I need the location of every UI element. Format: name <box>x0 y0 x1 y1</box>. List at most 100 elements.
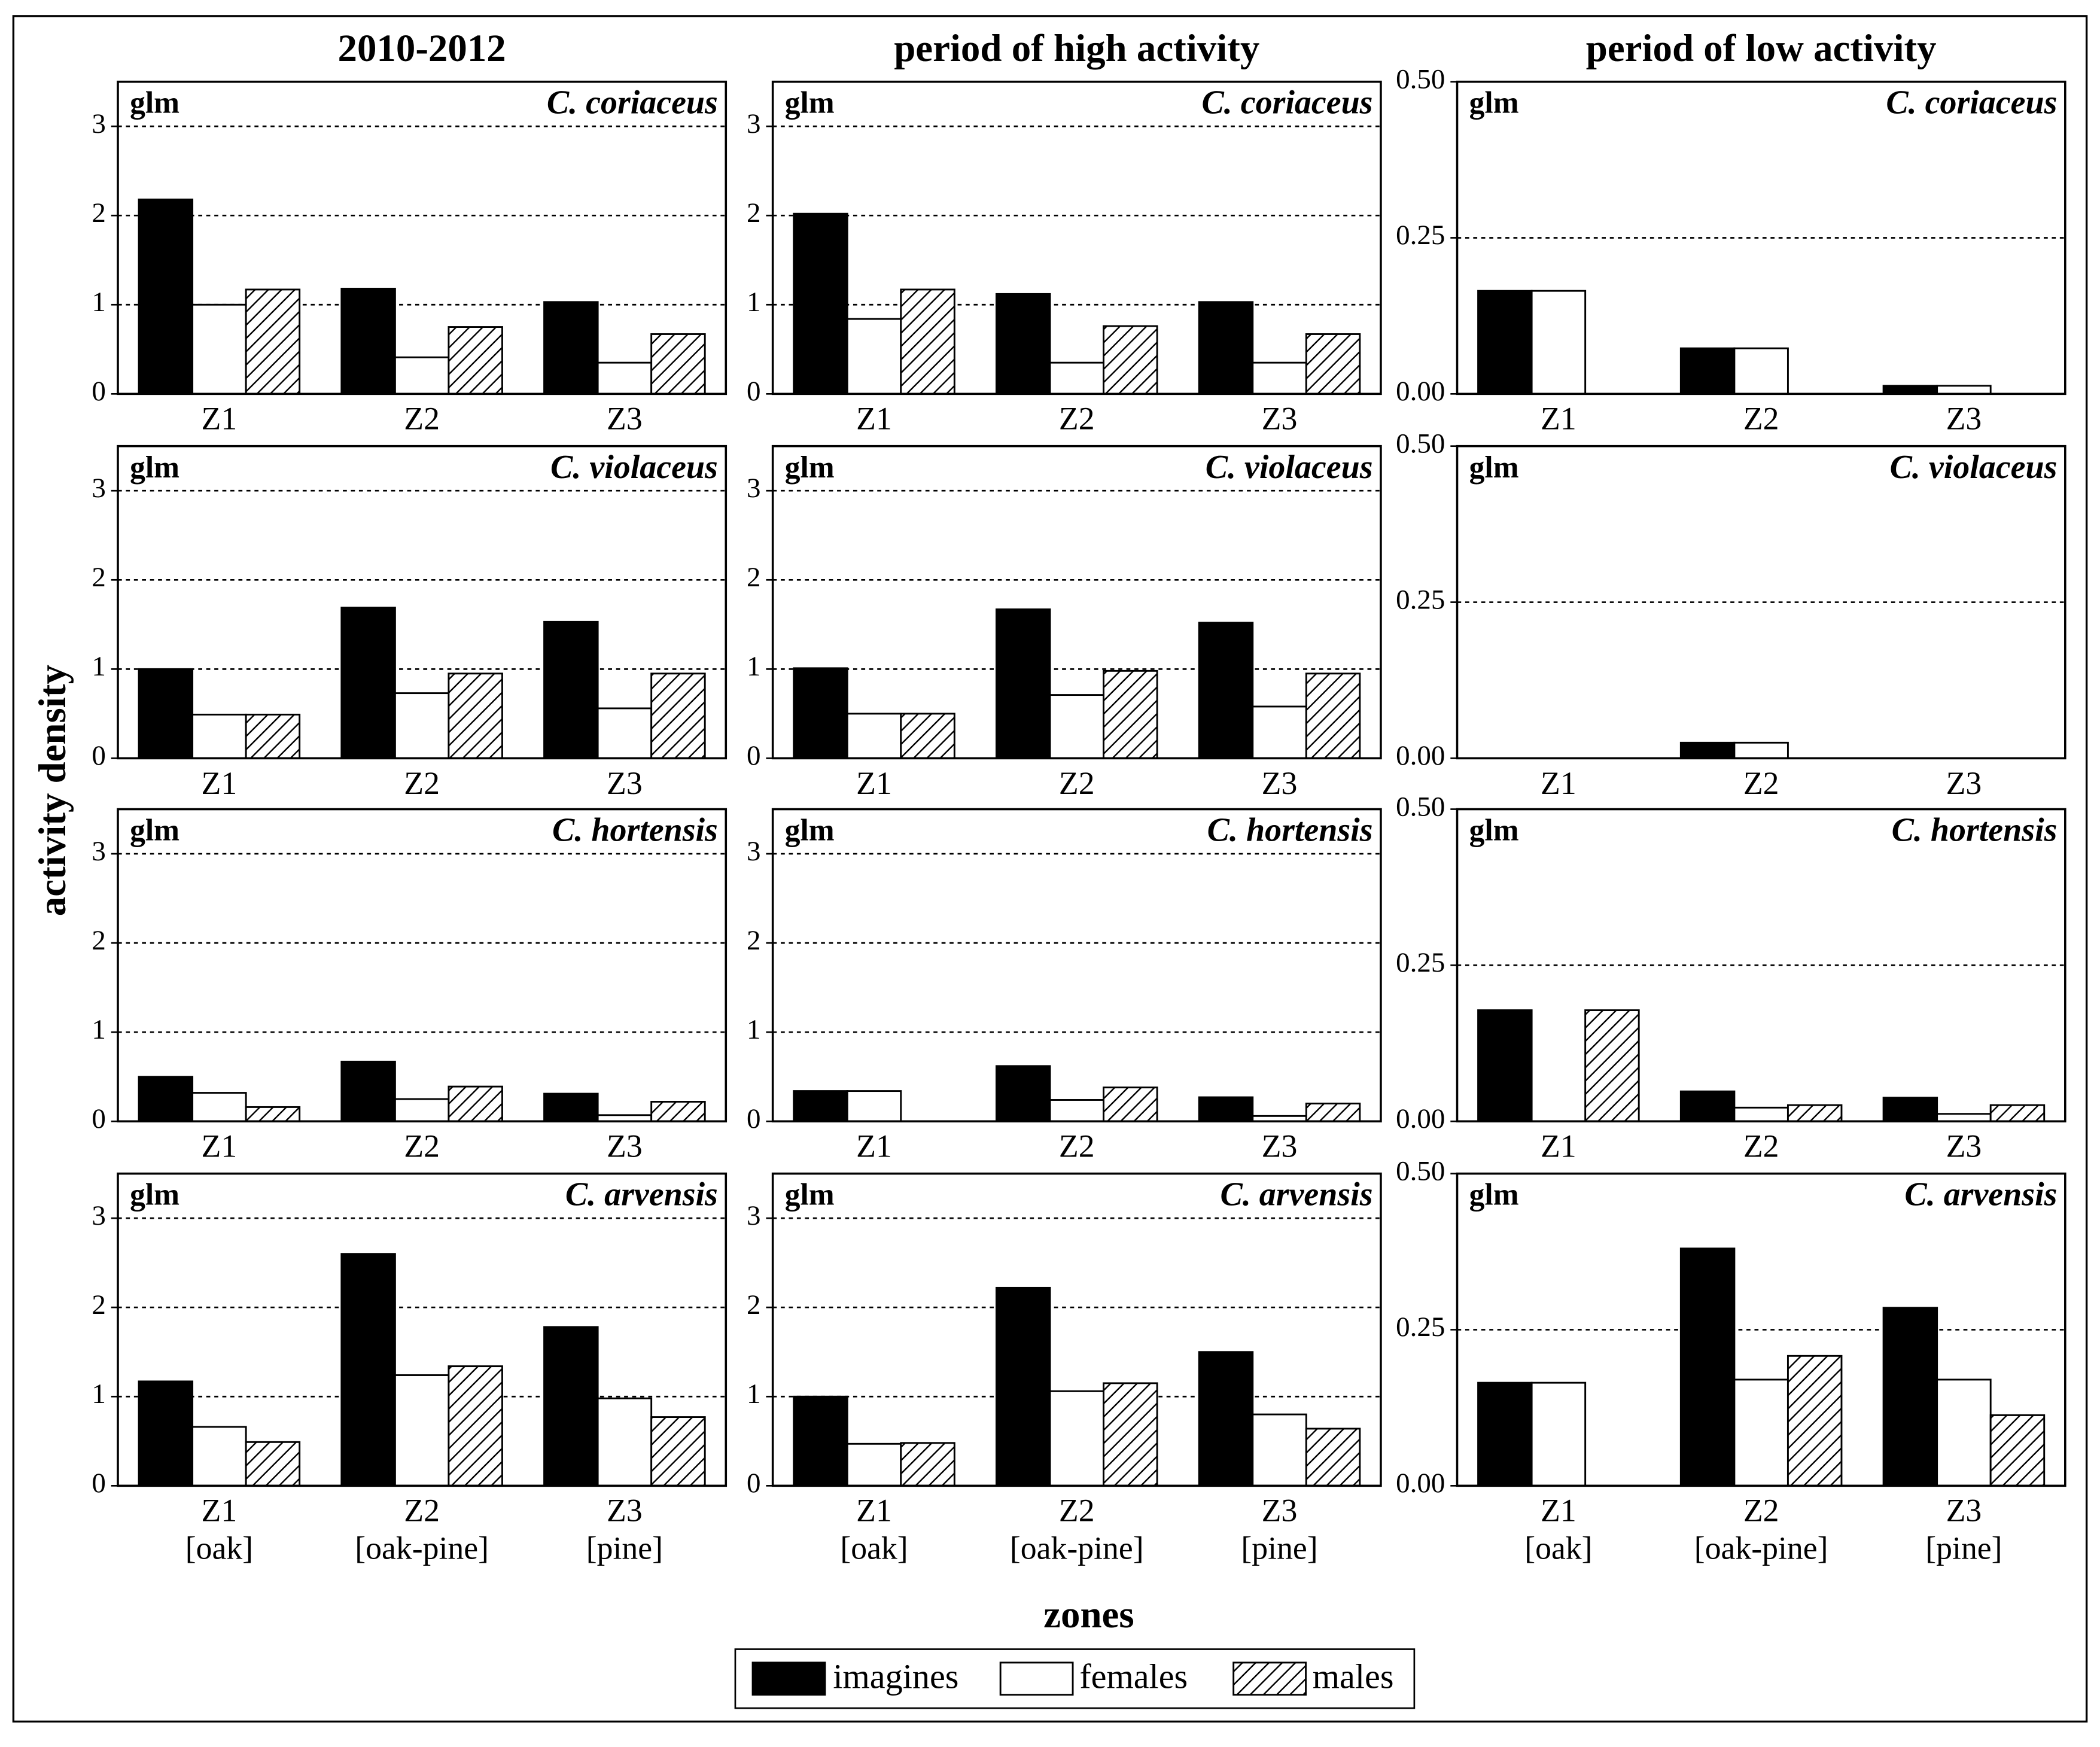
bar <box>138 668 194 759</box>
x-tick-sublabel: [oak-pine] <box>1694 1530 1828 1566</box>
x-tick-label: Z1 <box>202 1493 238 1529</box>
bar <box>448 672 503 759</box>
model-label: glm <box>1469 451 1519 485</box>
x-axis-title: zones <box>1043 1593 1134 1636</box>
x-tick-label: Z2 <box>1743 765 1779 801</box>
model-label: glm <box>1469 814 1519 848</box>
bar <box>846 318 902 395</box>
bar <box>1989 1104 2046 1122</box>
x-tick-label: Z3 <box>607 765 643 801</box>
bar <box>1049 694 1104 759</box>
x-tick-sublabel: [oak-pine] <box>1010 1530 1144 1566</box>
legend-label: males <box>1313 1657 1394 1696</box>
plot-frame <box>1456 808 2066 1123</box>
bar <box>846 713 902 759</box>
x-tick-sublabel: [pine] <box>586 1530 663 1566</box>
bar <box>793 212 848 395</box>
x-tick-label: Z2 <box>1059 765 1095 801</box>
plot-frame <box>117 445 728 760</box>
bar <box>1679 1247 1736 1487</box>
y-tick-label: 3 <box>747 836 760 867</box>
y-tick-label: 1 <box>747 287 760 318</box>
species-label: C. coriaceus <box>547 84 718 121</box>
y-tick-label: 1 <box>747 1378 760 1410</box>
x-tick-label: Z1 <box>1541 401 1576 437</box>
bar <box>340 1060 396 1122</box>
bar <box>996 1065 1051 1122</box>
species-label: C. violaceus <box>1890 449 2058 486</box>
y-tick-label: 0.25 <box>1396 584 1445 615</box>
species-label: C. hortensis <box>1892 812 2058 849</box>
y-tick-label: 1 <box>92 1014 105 1045</box>
model-label: glm <box>785 451 835 485</box>
y-tick-label: 0.00 <box>1396 1103 1445 1134</box>
bar <box>543 1092 599 1122</box>
y-tick-label: 2 <box>747 197 760 229</box>
x-tick-label: Z3 <box>1946 1493 1982 1529</box>
model-label: glm <box>1469 86 1519 120</box>
bar <box>394 692 450 759</box>
bar <box>1936 1113 1992 1122</box>
bar <box>996 293 1051 395</box>
x-tick-label: Z3 <box>1946 401 1982 437</box>
bar <box>996 1286 1051 1487</box>
bar <box>793 1090 848 1122</box>
x-tick-sublabel: [pine] <box>1241 1530 1317 1566</box>
x-tick-label: Z2 <box>404 765 440 801</box>
bar <box>1198 1351 1254 1487</box>
legend-label: females <box>1079 1657 1188 1696</box>
x-tick-label: Z2 <box>1743 1493 1779 1529</box>
species-label: C. hortensis <box>552 812 718 849</box>
bar <box>1049 1390 1104 1487</box>
y-tick-label: 2 <box>747 562 760 593</box>
model-label: glm <box>1469 1178 1519 1212</box>
plot-frame <box>771 808 1382 1123</box>
x-tick-label: Z1 <box>202 401 238 437</box>
plot-frame <box>1456 1172 2066 1487</box>
x-tick-label: Z3 <box>607 401 643 437</box>
x-tick-label: Z1 <box>1541 765 1576 801</box>
x-tick-label: Z3 <box>607 1493 643 1529</box>
x-tick-label: Z1 <box>856 1493 892 1529</box>
y-tick-label: 0.25 <box>1396 1311 1445 1343</box>
bar <box>543 301 599 395</box>
bar <box>1252 361 1307 395</box>
x-tick-label: Z1 <box>856 1128 892 1164</box>
bar <box>1882 1097 1938 1122</box>
y-tick-label: 1 <box>92 1378 105 1410</box>
x-tick-label: Z2 <box>404 1128 440 1164</box>
y-tick-label: 2 <box>92 925 105 956</box>
model-label: glm <box>130 814 179 848</box>
bar <box>1103 669 1158 759</box>
bar <box>1733 1378 1789 1487</box>
y-tick-label: 3 <box>92 1200 105 1231</box>
bar <box>1103 1086 1158 1122</box>
bar <box>996 608 1051 759</box>
y-tick-label: 1 <box>747 651 760 682</box>
bar <box>1049 361 1104 395</box>
bar <box>543 1326 599 1487</box>
x-tick-label: Z2 <box>404 1493 440 1529</box>
bar <box>1679 1090 1736 1122</box>
y-tick-label: 3 <box>747 1200 760 1231</box>
plot-frame <box>1456 445 2066 760</box>
bar <box>340 1253 396 1487</box>
plot-frame <box>117 808 728 1123</box>
plot-frame <box>771 445 1382 760</box>
bar <box>191 1426 247 1487</box>
model-label: glm <box>785 814 835 848</box>
bar <box>596 1397 653 1487</box>
bar <box>846 1442 902 1487</box>
y-tick-label: 3 <box>92 836 105 867</box>
y-tick-label: 0.00 <box>1396 376 1445 407</box>
bar <box>340 607 396 759</box>
bar <box>1882 1307 1938 1487</box>
model-label: glm <box>785 86 835 120</box>
y-tick-label: 2 <box>747 925 760 956</box>
bar <box>1305 1428 1361 1487</box>
bar <box>1936 385 1992 395</box>
y-tick-label: 0 <box>747 1103 760 1134</box>
bar <box>448 326 503 395</box>
x-tick-label: Z1 <box>1541 1493 1576 1529</box>
